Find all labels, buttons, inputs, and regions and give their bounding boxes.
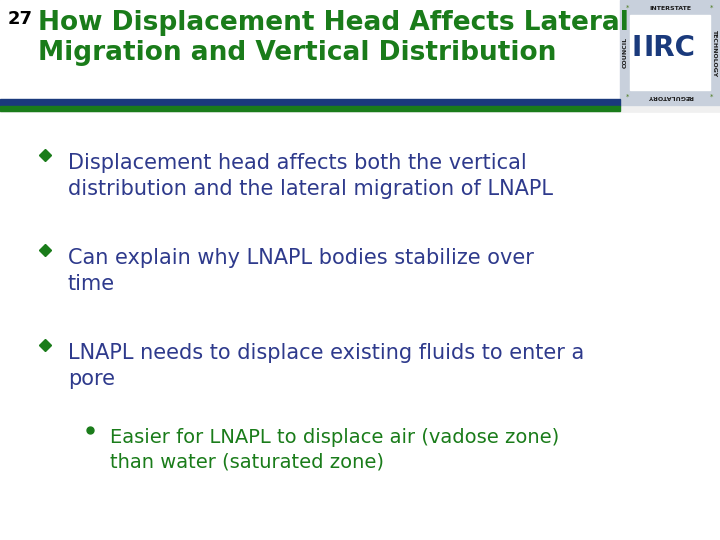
Text: REGULATORY: REGULATORY [647, 94, 693, 99]
Bar [0, 0, 720, 105]
Text: COUNCIL: COUNCIL [623, 37, 628, 68]
Text: How Displacement Head Affects Lateral
Migration and Vertical Distribution: How Displacement Head Affects Lateral Mi… [38, 10, 629, 66]
Text: Can explain why LNAPL bodies stabilize over
time: Can explain why LNAPL bodies stabilize o… [68, 248, 534, 294]
Text: Easier for LNAPL to displace air (vadose zone)
than water (saturated zone): Easier for LNAPL to displace air (vadose… [110, 428, 559, 471]
Text: I: I [632, 33, 642, 62]
Text: LNAPL needs to displace existing fluids to enter a
pore: LNAPL needs to displace existing fluids … [68, 343, 584, 389]
Text: IRC: IRC [644, 33, 696, 62]
Text: *: * [626, 94, 630, 100]
Bar [0, 106, 620, 111]
Bar [620, 0, 720, 105]
Text: Displacement head affects both the vertical
distribution and the lateral migrati: Displacement head affects both the verti… [68, 153, 553, 199]
Text: *: * [626, 5, 630, 11]
Text: TECHNOLOGY: TECHNOLOGY [713, 29, 718, 76]
Bar [0, 113, 720, 540]
Text: INTERSTATE: INTERSTATE [649, 6, 691, 11]
Text: 27: 27 [8, 10, 33, 28]
Bar [630, 15, 710, 90]
Text: *: * [711, 94, 714, 100]
Bar [620, 0, 720, 105]
Text: *: * [711, 5, 714, 11]
Bar [0, 99, 620, 106]
